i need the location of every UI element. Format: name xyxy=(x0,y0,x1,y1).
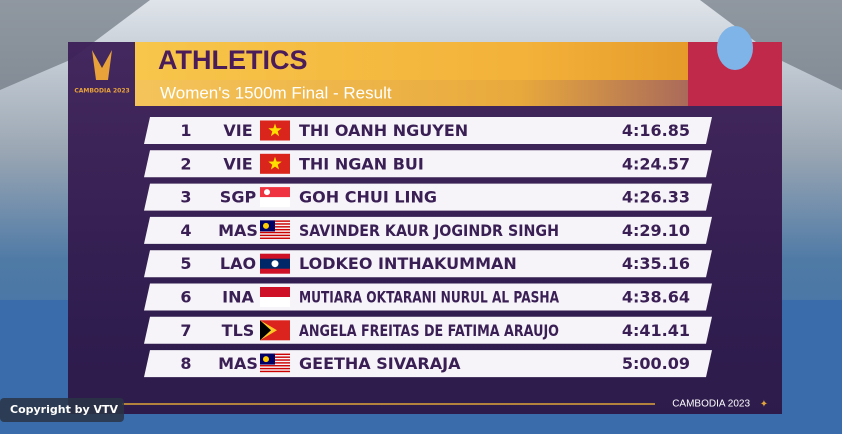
athlete-name: GEETHA SIVARAJA xyxy=(299,354,461,373)
result-row: 3 SGP GOH CHUI LING 4:26.33 xyxy=(144,183,712,211)
rank: 5 xyxy=(180,254,191,273)
subtitle-bar xyxy=(135,80,775,106)
athlete-name: SAVINDER KAUR JOGINDR SINGH xyxy=(299,221,559,240)
athlete-name: THI NGAN BUI xyxy=(299,154,424,173)
result-row: 4 MAS SAVINDER KAUR JOGINDR SINGH 4:29.10 xyxy=(144,216,712,244)
flag-band xyxy=(260,187,290,198)
flag-stripe xyxy=(260,367,290,370)
result-time: 4:35.16 xyxy=(622,254,690,273)
flag-moon xyxy=(264,189,270,196)
athlete-name: THI OANH NGUYEN xyxy=(299,121,468,140)
flag xyxy=(260,320,290,341)
result-rows: 1 VIE THI OANH NGUYEN 4:16.85 2 VIE THI NGAN B… xyxy=(144,117,712,378)
country: SGP xyxy=(220,188,257,207)
flag-stripe xyxy=(260,231,290,234)
mascot xyxy=(717,26,753,70)
flag-stripe xyxy=(260,234,290,237)
result-row: 7 TLS ANGELA FREITAS DE FATIMA ARAUJO 4:41.… xyxy=(144,316,712,344)
athlete-name: GOH CHUI LING xyxy=(299,188,437,207)
result-time: 4:41.41 xyxy=(622,321,690,340)
flag xyxy=(260,187,290,208)
country: LAO xyxy=(220,254,256,273)
rank: 4 xyxy=(180,221,191,240)
flag-moon xyxy=(263,356,269,363)
footer-text: CAMBODIA 2023 xyxy=(672,399,750,410)
footer-star: ✦ xyxy=(760,399,768,410)
result-row: 6 INA MUTIARA OKTARANI NURUL AL PASHA 4:38.… xyxy=(144,283,712,311)
rank: 6 xyxy=(180,288,191,307)
country: TLS xyxy=(222,321,255,340)
country: VIE xyxy=(223,154,252,173)
rank: 8 xyxy=(180,354,191,373)
country: MAS xyxy=(218,354,258,373)
rank: 1 xyxy=(180,121,191,140)
header-subtitle: Women's 1500m Final - Result xyxy=(160,83,392,102)
result-time: 4:26.33 xyxy=(622,188,690,207)
title-bar xyxy=(135,42,690,80)
flag-band xyxy=(260,287,290,297)
country: VIE xyxy=(223,121,252,140)
flag-disc xyxy=(271,260,279,268)
country: INA xyxy=(222,288,254,307)
result-time: 4:38.64 xyxy=(622,288,690,307)
country: MAS xyxy=(218,221,258,240)
logo-emblem xyxy=(92,50,112,80)
result-row: 5 LAO LODKEO INTHAKUMMAN 4:35.16 xyxy=(144,250,712,278)
result-time: 4:29.10 xyxy=(622,221,690,240)
result-row: 8 MAS GEETHA SIVARAJA 5:00.09 xyxy=(144,350,712,378)
result-row: 2 VIE THI NGAN BUI 4:24.57 xyxy=(144,150,712,178)
flag xyxy=(260,253,290,274)
rank: 2 xyxy=(180,154,191,173)
flag-stripe xyxy=(260,365,290,367)
athlete-name: ANGELA FREITAS DE FATIMA ARAUJO xyxy=(299,321,559,340)
flag-stripe xyxy=(260,370,290,373)
copyright-box xyxy=(0,398,124,422)
result-time: 5:00.09 xyxy=(622,354,690,373)
flag xyxy=(260,153,290,174)
flag xyxy=(260,353,290,373)
result-time: 4:16.85 xyxy=(622,121,690,140)
athlete-name: LODKEO INTHAKUMMAN xyxy=(299,254,517,273)
flag-star xyxy=(268,123,282,137)
flag-tri xyxy=(260,320,271,341)
rank: 7 xyxy=(180,321,191,340)
logo-text: CAMBODIA 2023 xyxy=(74,88,129,95)
flag-star xyxy=(268,156,282,170)
flag xyxy=(260,120,290,141)
result-time: 4:24.57 xyxy=(622,154,690,173)
result-row: 1 VIE THI OANH NGUYEN 4:16.85 xyxy=(144,117,712,144)
flag xyxy=(260,287,290,307)
flag xyxy=(260,220,290,239)
flag-stripe xyxy=(260,237,290,239)
header-title: ATHLETICS xyxy=(158,45,308,75)
rank: 3 xyxy=(180,188,191,207)
athlete-name: MUTIARA OKTARANI NURUL AL PASHA xyxy=(299,288,559,307)
flag-moon xyxy=(263,222,269,229)
copyright: Copyright by VTV xyxy=(10,403,119,416)
